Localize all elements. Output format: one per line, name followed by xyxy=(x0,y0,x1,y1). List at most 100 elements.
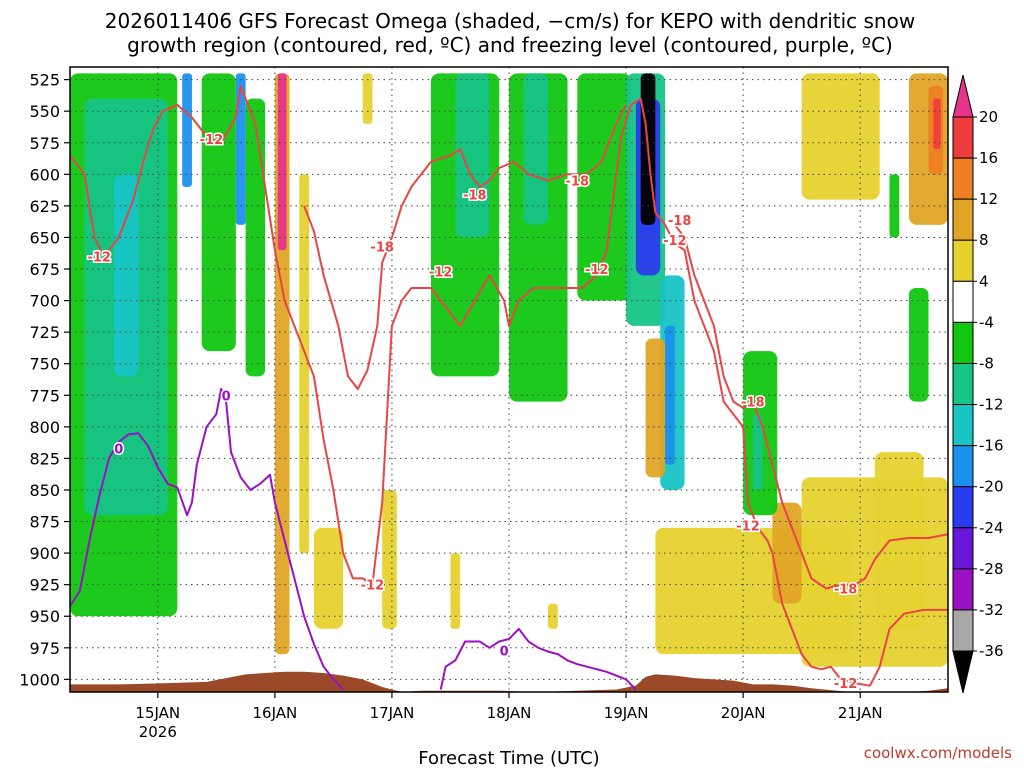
omega-sink-mid xyxy=(362,73,373,124)
contour-label-7: -18 xyxy=(668,214,692,229)
y-tick-975: 975 xyxy=(29,639,60,658)
omega-sink-d xyxy=(382,489,397,629)
y-tick-850: 850 xyxy=(29,481,60,500)
colorbar-label-13: -36 xyxy=(979,642,1004,660)
contour-label-13: -12 xyxy=(834,677,858,692)
x-tick-18JAN: 18JAN xyxy=(487,704,532,722)
contour-labels: -12 -12 -18 -12 -18 -18 -12 -18 -12 -18 -12 -12 -18 -… xyxy=(86,131,859,692)
y-tick-650: 650 xyxy=(29,228,60,247)
omega-lift-e2 xyxy=(523,73,549,225)
contour-label-0: -12 xyxy=(88,250,112,265)
colorbar-label-2: 12 xyxy=(979,190,998,208)
omega-sink-f xyxy=(548,603,558,629)
y-tick-775: 775 xyxy=(29,386,60,405)
contour-label-14: 0 xyxy=(114,442,123,457)
contour-label-4: -18 xyxy=(463,189,487,204)
x-tick-21JAN: 21JAN xyxy=(838,704,883,722)
x-tick-17JAN: 17JAN xyxy=(370,704,415,722)
omega-lift-j xyxy=(908,287,929,402)
y-tick-800: 800 xyxy=(29,418,60,437)
contour-label-9: -18 xyxy=(741,396,765,411)
colorbar-label-10: -24 xyxy=(979,519,1004,537)
colorbar-label-11: -28 xyxy=(979,560,1004,578)
contour-label-10: -12 xyxy=(736,519,760,534)
chart-title-line-2: growth region (contoured, red, ºC) and f… xyxy=(127,33,893,57)
colorbar-label-0: 20 xyxy=(979,108,998,126)
colorbar-label-4: 4 xyxy=(979,272,989,290)
y-tick-725: 725 xyxy=(29,323,60,342)
y-tick-1000: 1000 xyxy=(19,670,60,689)
omega-lift-f xyxy=(577,73,631,301)
colorbar-bin-6 xyxy=(952,362,974,406)
omega-sink-low xyxy=(313,527,344,629)
colorbar-bin-3 xyxy=(952,239,974,282)
y-tick-925: 925 xyxy=(29,576,60,595)
omega-sink-e xyxy=(450,553,461,629)
contour-label-8: -12 xyxy=(663,234,687,249)
omega-strong-lift-a xyxy=(182,73,192,187)
colorbar-bin-5 xyxy=(952,321,974,364)
contour-label-2: -18 xyxy=(370,240,394,255)
y-tick-825: 825 xyxy=(29,449,60,468)
omega-sink-g xyxy=(645,338,666,478)
colorbar-label-9: -20 xyxy=(979,478,1004,496)
contour-label-5: -18 xyxy=(566,175,590,190)
y-tick-900: 900 xyxy=(29,544,60,563)
colorbar-label-7: -12 xyxy=(979,396,1004,414)
y-tick-700: 700 xyxy=(29,292,60,311)
omega-sink-h2 xyxy=(772,502,802,604)
colorbar-bin-0 xyxy=(952,116,974,159)
y-tick-950: 950 xyxy=(29,607,60,626)
omega-lift-b xyxy=(201,73,236,352)
omega-strong-lift-b xyxy=(235,73,246,225)
colorbar-bin-12 xyxy=(952,609,974,652)
colorbar-arrow-top xyxy=(952,74,974,118)
y-tick-550: 550 xyxy=(29,102,60,121)
contour-lines xyxy=(70,84,948,691)
chart-title-line-1: 2026011406 GFS Forecast Omega (shaded, −… xyxy=(105,9,915,33)
colorbar-bin-1 xyxy=(952,157,974,200)
y-tick-525: 525 xyxy=(29,71,60,90)
dgz-upper-boundary xyxy=(70,84,948,687)
omega-lift-i2 xyxy=(752,414,763,490)
colorbar-label-8: -16 xyxy=(979,437,1004,455)
colorbar-arrow-bottom xyxy=(952,650,974,694)
colorbar-bin-4 xyxy=(952,280,974,323)
omega-lift-d2 xyxy=(455,73,490,238)
contour-label-1: -12 xyxy=(200,133,224,148)
surface-pressure xyxy=(70,671,948,692)
y-tick-875: 875 xyxy=(29,513,60,532)
contour-label-3: -12 xyxy=(429,266,453,281)
colorbar-bin-9 xyxy=(952,486,974,529)
colorbar-bin-10 xyxy=(952,527,974,570)
colorbar: 20 16 12 8 4 -4 -8 -12 -16 -20 -24 -28 -32 -36 xyxy=(952,74,1004,694)
colorbar-label-12: -32 xyxy=(979,601,1004,619)
y-tick-750: 750 xyxy=(29,355,60,374)
colorbar-bin-11 xyxy=(952,568,974,611)
y-axis: 525 550 575 600 625 650 675 700 725 750 775 800 825 8… xyxy=(19,71,70,689)
contour-label-16: 0 xyxy=(500,644,509,659)
omega-sink-k3 xyxy=(933,98,941,150)
contour-label-12: -18 xyxy=(834,582,858,597)
dgz-east-boundary xyxy=(674,224,948,590)
credit-text: coolwx.com/models xyxy=(864,744,1012,762)
colorbar-label-6: -8 xyxy=(979,354,994,372)
freezing-level-east xyxy=(439,627,637,691)
y-tick-575: 575 xyxy=(29,134,60,153)
y-tick-625: 625 xyxy=(29,197,60,216)
omega-shading xyxy=(70,73,948,667)
omega-sink-max xyxy=(277,73,287,251)
x-tick-20JAN: 20JAN xyxy=(721,704,766,722)
omega-lift-c xyxy=(245,98,266,377)
omega-lift-band-2 xyxy=(113,174,139,377)
x-tick-19JAN: 19JAN xyxy=(604,704,649,722)
x-tick-15JAN: 15JAN xyxy=(135,704,180,722)
colorbar-label-5: -4 xyxy=(979,313,994,331)
freezing-level xyxy=(70,388,344,691)
x-axis-title: Forecast Time (UTC) xyxy=(418,748,599,768)
y-tick-675: 675 xyxy=(29,260,60,279)
contour-label-6: -12 xyxy=(585,263,609,278)
terrain-layer xyxy=(70,671,948,692)
